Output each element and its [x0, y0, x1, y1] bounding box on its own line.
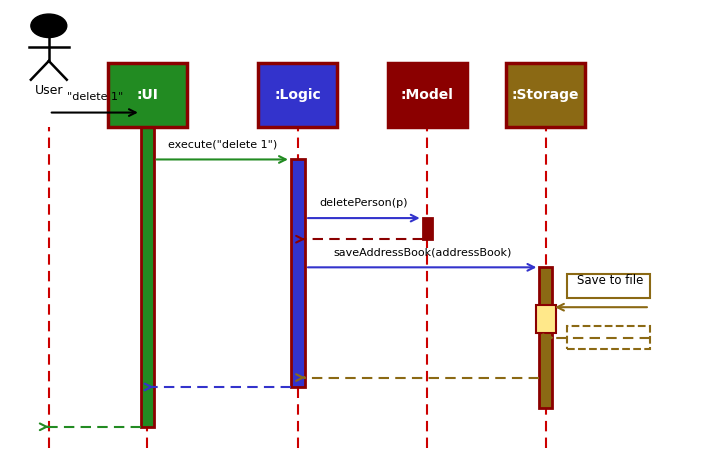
- Bar: [506, 63, 585, 127]
- Text: :Storage: :Storage: [512, 88, 579, 102]
- Bar: [567, 274, 650, 298]
- Bar: [567, 326, 650, 349]
- Bar: [388, 63, 467, 127]
- Text: :UI: :UI: [136, 88, 158, 102]
- Bar: [422, 218, 432, 239]
- Text: User: User: [34, 84, 63, 98]
- Bar: [258, 63, 337, 127]
- Text: :Logic: :Logic: [274, 88, 322, 102]
- Bar: [141, 113, 154, 427]
- Text: Save to file: Save to file: [577, 274, 643, 287]
- Text: :Model: :Model: [401, 88, 454, 102]
- Text: deletePerson(p): deletePerson(p): [320, 198, 408, 208]
- Text: saveAddressBook(addressBook): saveAddressBook(addressBook): [333, 247, 511, 257]
- Bar: [108, 63, 187, 127]
- Circle shape: [31, 14, 67, 38]
- Bar: [539, 267, 552, 408]
- Bar: [291, 159, 305, 387]
- Bar: [536, 305, 556, 333]
- Text: execute("delete 1"): execute("delete 1"): [167, 139, 277, 149]
- Text: "delete 1": "delete 1": [67, 92, 123, 102]
